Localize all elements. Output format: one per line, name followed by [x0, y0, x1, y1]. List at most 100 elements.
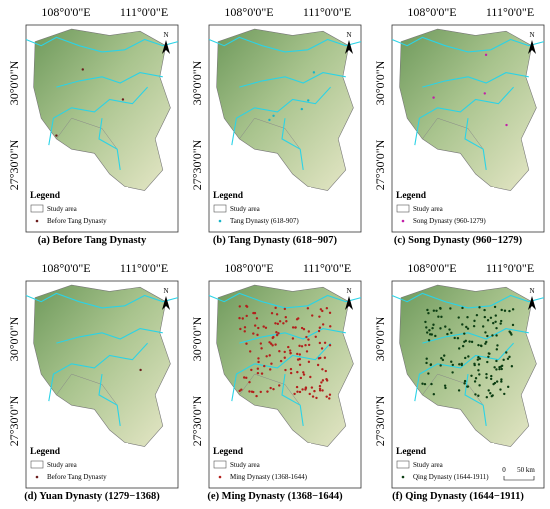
- site-point: [479, 344, 483, 347]
- site-point: [242, 376, 246, 379]
- site-point: [260, 347, 263, 350]
- site-point: [474, 377, 478, 380]
- map-panel: 108°0'0"E 111°0'0"E 30°0'0"N 27°30'0"N N Lege…: [7, 261, 179, 502]
- site-point: [448, 328, 451, 331]
- site-point: [307, 343, 311, 347]
- site-point: [428, 333, 432, 336]
- site-point: [321, 323, 325, 326]
- site-point: [253, 324, 257, 327]
- site-point: [446, 332, 449, 336]
- site-point: [318, 384, 322, 388]
- site-point: [474, 393, 477, 396]
- legend-swatch: [396, 204, 410, 213]
- site-point: [313, 389, 316, 393]
- site-point: [494, 320, 497, 323]
- river: [231, 86, 332, 146]
- site-point: [296, 352, 299, 356]
- river: [231, 342, 332, 402]
- site-point: [426, 331, 429, 334]
- site-point: [470, 374, 473, 378]
- site-point: [510, 333, 513, 336]
- site-point: [477, 356, 480, 359]
- site-point: [268, 354, 271, 357]
- site-point: [320, 347, 324, 350]
- site-point: [316, 363, 320, 367]
- site-point: [238, 389, 241, 393]
- site-point: [464, 356, 467, 360]
- site-point: [437, 315, 440, 318]
- river: [414, 342, 515, 402]
- map-panel: 108°0'0"E 111°0'0"E 30°0'0"N 27°30'0"N N Lege…: [190, 261, 362, 502]
- site-point: [325, 395, 328, 398]
- site-point: [302, 328, 306, 331]
- site-point: [470, 340, 474, 344]
- site-point: [268, 341, 271, 344]
- north-label: N: [529, 31, 534, 39]
- site-point: [309, 375, 312, 379]
- river: [281, 118, 304, 170]
- site-point: [241, 317, 244, 320]
- site-point: [299, 376, 303, 380]
- site-point: [427, 312, 430, 315]
- site-point: [55, 134, 58, 137]
- legend-item: Ming Dynasty (1368-1644): [230, 473, 308, 481]
- site-point: [466, 327, 470, 330]
- study-area: [216, 284, 354, 447]
- site-point: [461, 306, 464, 310]
- legend-item: Tang Dynasty (618-907): [230, 217, 299, 225]
- river: [422, 328, 529, 344]
- site-point: [443, 384, 447, 387]
- legend-point: [218, 475, 222, 479]
- site-point: [248, 350, 252, 353]
- site-point: [481, 325, 485, 328]
- river: [56, 328, 163, 344]
- site-point: [502, 358, 505, 362]
- site-point: [435, 309, 438, 312]
- site-point: [274, 322, 277, 325]
- site-point: [243, 326, 247, 329]
- site-point: [262, 325, 265, 328]
- north-label: N: [163, 287, 168, 295]
- river: [391, 36, 545, 53]
- site-point: [270, 362, 273, 365]
- site-point: [238, 305, 241, 308]
- site-point: [500, 367, 503, 371]
- legend-item: Qing Dynasty (1644-1911): [413, 473, 489, 481]
- site-point: [298, 357, 301, 361]
- site-point: [256, 371, 260, 375]
- site-point: [506, 357, 510, 360]
- site-point: [425, 361, 428, 365]
- site-point: [432, 323, 435, 326]
- legend-swatch: [213, 204, 227, 213]
- latitude-label: 30°0'0"N: [373, 60, 387, 105]
- site-point: [238, 316, 241, 320]
- site-point: [483, 315, 487, 319]
- legend-title: Legend: [396, 447, 427, 457]
- site-point: [270, 312, 274, 315]
- latitude-label: 30°0'0"N: [373, 316, 387, 361]
- site-point: [275, 331, 278, 334]
- site-point: [314, 335, 317, 338]
- site-point: [472, 324, 476, 328]
- longitude-label: 111°0'0"E: [303, 261, 351, 275]
- site-point: [458, 363, 461, 366]
- site-point: [450, 331, 453, 335]
- site-point: [323, 341, 327, 344]
- river: [56, 72, 163, 88]
- site-point: [305, 350, 309, 353]
- longitude-label: 108°0'0"E: [41, 5, 90, 19]
- latitude-label: 27°30'0"N: [190, 395, 204, 446]
- site-point: [503, 309, 507, 312]
- site-point: [328, 393, 332, 396]
- latitude-label: 30°0'0"N: [7, 60, 21, 105]
- north-label: N: [529, 287, 534, 295]
- site-point: [491, 334, 494, 337]
- site-point: [510, 365, 514, 368]
- site-point: [285, 320, 288, 323]
- legend-title: Legend: [30, 191, 61, 201]
- legend-item: Study area: [413, 461, 444, 469]
- site-point: [321, 309, 324, 313]
- site-point: [300, 107, 304, 111]
- panel-caption: (d) Yuan Dynasty (1279−1368): [24, 491, 160, 502]
- site-point: [451, 371, 454, 374]
